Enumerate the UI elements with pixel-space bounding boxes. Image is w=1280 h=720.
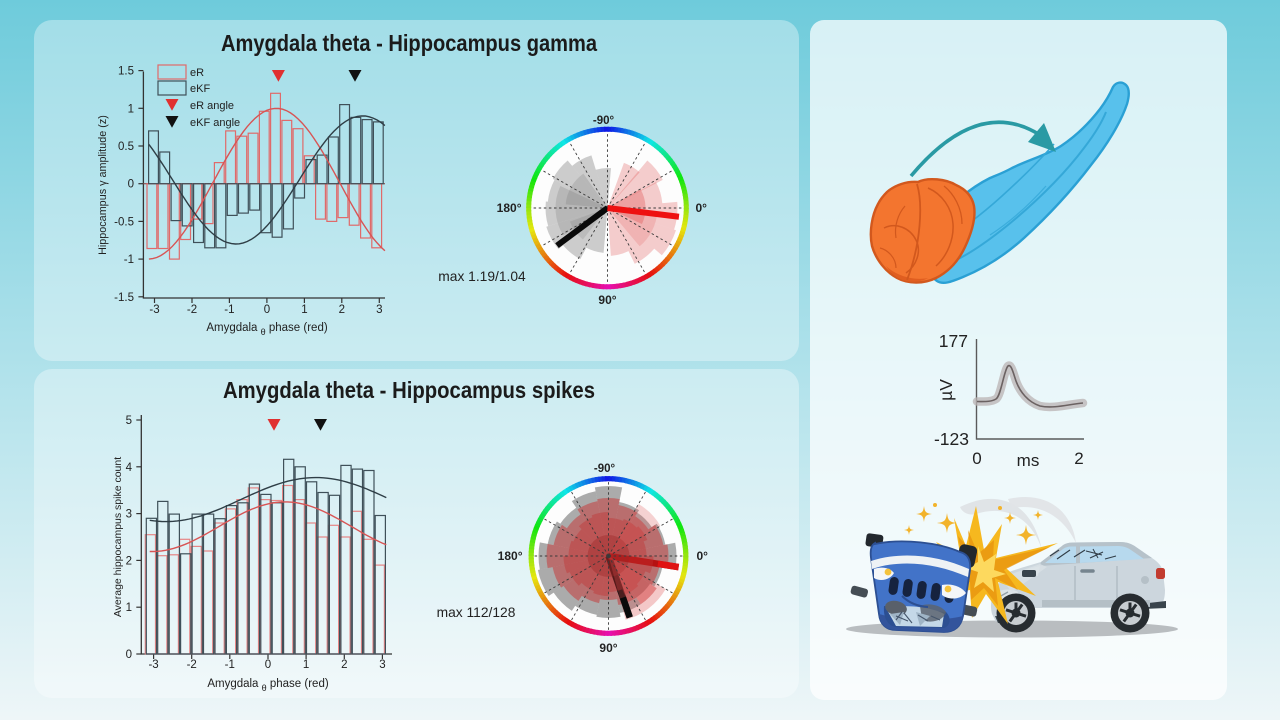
svg-text:Hippocampus γ amplitude (z): Hippocampus γ amplitude (z) [97, 115, 109, 255]
svg-text:-1: -1 [225, 659, 235, 671]
svg-text:3: 3 [376, 304, 382, 316]
svg-text:-90°: -90° [593, 115, 615, 127]
svg-text:-0.5: -0.5 [114, 216, 134, 228]
svg-text:-3: -3 [149, 304, 159, 316]
svg-text:0: 0 [264, 304, 270, 316]
svg-text:Average hippocampus spike coun: Average hippocampus spike count [112, 457, 124, 617]
svg-text:Amygdala θ phase (red): Amygdala θ phase (red) [206, 322, 328, 337]
svg-text:ms: ms [1017, 451, 1040, 470]
svg-text:-1: -1 [124, 254, 134, 266]
svg-text:0°: 0° [696, 201, 708, 215]
svg-text:eKF angle: eKF angle [190, 117, 240, 129]
svg-text:90°: 90° [599, 641, 617, 655]
svg-text:eKF: eKF [190, 83, 210, 95]
svg-text:0: 0 [265, 659, 271, 671]
svg-text:eR: eR [190, 67, 204, 79]
svg-text:90°: 90° [598, 293, 616, 307]
svg-text:Amygdala theta - Hippocampus g: Amygdala theta - Hippocampus gamma [221, 30, 597, 56]
svg-text:180°: 180° [498, 549, 523, 563]
svg-text:2: 2 [1074, 449, 1083, 468]
svg-text:-1.5: -1.5 [114, 292, 134, 304]
svg-text:4: 4 [126, 462, 133, 474]
svg-text:0°: 0° [697, 549, 709, 563]
svg-text:-123: -123 [934, 429, 969, 449]
svg-text:-90°: -90° [594, 463, 616, 475]
svg-text:0: 0 [972, 449, 981, 468]
svg-text:177: 177 [939, 331, 968, 351]
svg-text:1: 1 [301, 304, 307, 316]
svg-text:max 1.19/1.04: max 1.19/1.04 [438, 269, 526, 284]
svg-text:0: 0 [126, 649, 132, 661]
svg-text:-2: -2 [187, 304, 197, 316]
svg-text:-1: -1 [224, 304, 234, 316]
svg-text:2: 2 [341, 659, 347, 671]
svg-text:1: 1 [303, 659, 309, 671]
svg-text:2: 2 [126, 555, 132, 567]
svg-text:eR angle: eR angle [190, 100, 234, 112]
svg-text:1: 1 [126, 602, 132, 614]
svg-text:2: 2 [339, 304, 345, 316]
svg-text:1.5: 1.5 [118, 66, 134, 78]
svg-text:3: 3 [379, 659, 385, 671]
svg-text:-3: -3 [148, 659, 158, 671]
svg-text:0.5: 0.5 [118, 141, 134, 153]
svg-text:µV: µV [936, 379, 956, 401]
svg-text:5: 5 [126, 415, 132, 427]
svg-text:1: 1 [128, 103, 134, 115]
svg-text:-2: -2 [187, 659, 197, 671]
svg-text:3: 3 [126, 509, 132, 521]
svg-text:Amygdala θ phase (red): Amygdala θ phase (red) [207, 678, 329, 693]
svg-text:0: 0 [128, 179, 134, 191]
svg-text:Amygdala theta - Hippocampus s: Amygdala theta - Hippocampus spikes [223, 377, 595, 403]
svg-text:max 112/128: max 112/128 [437, 605, 516, 620]
svg-text:180°: 180° [497, 201, 522, 215]
